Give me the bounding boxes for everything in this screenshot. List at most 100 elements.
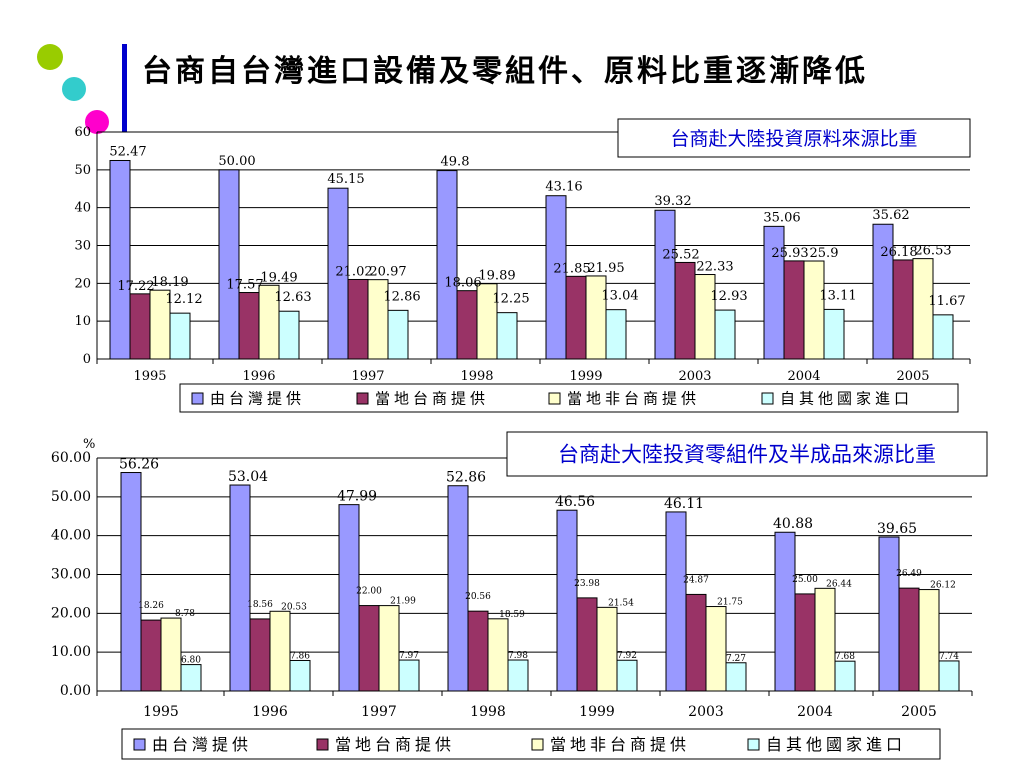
chart1-data-label: 21.95 bbox=[587, 261, 624, 276]
chart2-bar-當地台商提供 bbox=[685, 593, 707, 692]
chart1-bar-由台灣提供 bbox=[327, 187, 349, 360]
chart2-data-label: 7.97 bbox=[399, 651, 419, 661]
chart1-data-label: 52.47 bbox=[109, 144, 146, 159]
chart1-bar-由台灣提供 bbox=[218, 169, 240, 360]
chart1-bar-當地非台商提供 bbox=[912, 258, 934, 360]
chart1-bar-由台灣提供 bbox=[109, 159, 131, 360]
chart2-category-label: 1998 bbox=[470, 704, 506, 720]
chart1-bar-由台灣提供 bbox=[436, 170, 458, 360]
chart1-ytick-label: 30 bbox=[74, 239, 91, 254]
chart2-bar-當地台商提供 bbox=[898, 587, 920, 692]
chart2-category-label: 1995 bbox=[143, 704, 179, 720]
chart1-data-label: 18.19 bbox=[151, 275, 188, 290]
chart1-data-label: 11.67 bbox=[928, 294, 965, 309]
chart2-data-label: 46.11 bbox=[664, 496, 704, 512]
chart2-data-label: 56.26 bbox=[119, 457, 159, 473]
chart1-category-label: 2005 bbox=[896, 369, 929, 384]
chart2-data-label: 21.75 bbox=[717, 598, 743, 608]
chart1-bar-自其他國家進口 bbox=[169, 312, 191, 360]
chart2-data-label: 26.12 bbox=[930, 581, 956, 591]
chart2-bar-當地台商提供 bbox=[358, 605, 380, 692]
chart1-ytick-label: 0 bbox=[83, 352, 91, 367]
chart1-bar-當地台商提供 bbox=[238, 292, 260, 360]
chart1-bar-當地台商提供 bbox=[129, 293, 151, 360]
chart1-data-label: 35.06 bbox=[763, 210, 800, 225]
chart2-data-label: 7.68 bbox=[835, 652, 855, 662]
chart1-data-label: 12.86 bbox=[383, 289, 420, 304]
chart1-data-label: 45.15 bbox=[327, 172, 364, 187]
chart1-data-label: 21.02 bbox=[335, 264, 372, 279]
chart2-category-label: 2003 bbox=[688, 704, 724, 720]
chart2-data-label: 23.98 bbox=[574, 579, 600, 589]
chart2-legend-label: 當地台商提供 bbox=[335, 735, 455, 754]
chart1-data-label: 22.33 bbox=[696, 260, 733, 275]
chart2-data-label: 7.98 bbox=[508, 651, 528, 661]
chart2-ytick-label: 50.00 bbox=[51, 489, 91, 505]
chart1-bar-自其他國家進口 bbox=[823, 308, 845, 360]
chart2-data-label: 26.49 bbox=[896, 569, 922, 579]
chart2-data-label: 39.65 bbox=[877, 521, 917, 537]
chart2-data-label: 21.99 bbox=[390, 597, 416, 607]
chart2-bar-當地非台商提供 bbox=[269, 610, 291, 692]
chart2-legend bbox=[121, 728, 941, 760]
chart2-data-label: 8.78 bbox=[175, 609, 195, 619]
chart1-bar-由台灣提供 bbox=[654, 209, 676, 360]
decor-dot-teal bbox=[62, 77, 86, 101]
chart1-data-label: 49.8 bbox=[441, 155, 470, 170]
chart2-bar-當地非台商提供 bbox=[705, 606, 727, 692]
chart1-data-label: 26.53 bbox=[914, 244, 951, 259]
chart2-bar-自其他國家進口 bbox=[616, 659, 638, 692]
chart1-ytick-label: 20 bbox=[74, 276, 91, 291]
chart2-bar-由台灣提供 bbox=[338, 504, 360, 692]
chart2-data-label: 20.56 bbox=[465, 592, 491, 602]
chart2-bar-當地非台商提供 bbox=[160, 617, 182, 692]
chart1-bar-當地台商提供 bbox=[892, 259, 914, 360]
chart2-legend-label: 當地非台商提供 bbox=[550, 735, 690, 754]
chart1-bar-自其他國家進口 bbox=[496, 312, 518, 360]
chart1-data-label: 19.49 bbox=[260, 270, 297, 285]
chart2-data-label: 7.27 bbox=[726, 654, 746, 664]
chart2-ytick-label: 10.00 bbox=[51, 644, 91, 660]
chart2-ytick-label: 30.00 bbox=[51, 567, 91, 583]
chart1-ytick-label: 60 bbox=[74, 125, 91, 140]
chart2-bar-由台灣提供 bbox=[665, 511, 687, 692]
title-accent-bar bbox=[122, 44, 127, 132]
chart1-ytick-label: 40 bbox=[74, 201, 91, 216]
chart2-bar-當地台商提供 bbox=[576, 597, 598, 692]
chart1-bar-當地台商提供 bbox=[783, 260, 805, 360]
chart1-category-label: 1998 bbox=[460, 369, 493, 384]
chart2-data-label: 20.53 bbox=[281, 602, 307, 612]
chart1-legend-swatch bbox=[548, 392, 561, 405]
chart1-category-label: 1997 bbox=[351, 369, 384, 384]
chart1-bar-自其他國家進口 bbox=[714, 309, 736, 360]
chart1-data-label: 12.93 bbox=[710, 289, 747, 304]
chart2-bar-由台灣提供 bbox=[774, 531, 796, 692]
chart1-bar-自其他國家進口 bbox=[932, 314, 954, 360]
chart2-category-label: 2005 bbox=[901, 704, 937, 720]
chart2-data-label: 21.54 bbox=[608, 598, 634, 608]
chart1-bar-當地非台商提供 bbox=[694, 274, 716, 360]
chart2-bar-當地台商提供 bbox=[467, 610, 489, 692]
chart2-bar-由台灣提供 bbox=[229, 484, 251, 692]
chart2-category-label: 1996 bbox=[252, 704, 288, 720]
chart1-legend bbox=[179, 383, 959, 413]
chart2-data-label: 24.87 bbox=[683, 575, 709, 585]
chart2-bar-當地台商提供 bbox=[140, 619, 162, 692]
chart2-bar-自其他國家進口 bbox=[398, 659, 420, 692]
chart1-category-label: 1996 bbox=[242, 369, 275, 384]
chart2-title-box bbox=[506, 431, 988, 477]
chart2-bar-由台灣提供 bbox=[878, 536, 900, 692]
chart2-bar-當地非台商提供 bbox=[814, 587, 836, 692]
chart1-category-label: 2003 bbox=[678, 369, 711, 384]
chart2-bar-由台灣提供 bbox=[447, 485, 469, 692]
chart1-data-label: 12.25 bbox=[492, 292, 529, 307]
chart2-bar-自其他國家進口 bbox=[938, 660, 960, 692]
chart2-bar-當地台商提供 bbox=[249, 618, 271, 692]
chart1-bar-當地台商提供 bbox=[674, 261, 696, 360]
chart1-bar-自其他國家進口 bbox=[387, 309, 409, 360]
chart1-data-label: 26.18 bbox=[880, 245, 917, 260]
chart2-bar-當地非台商提供 bbox=[918, 589, 940, 692]
chart2-bar-由台灣提供 bbox=[556, 509, 578, 692]
chart2-data-label: 40.88 bbox=[773, 516, 813, 532]
chart2-bar-自其他國家進口 bbox=[834, 660, 856, 692]
